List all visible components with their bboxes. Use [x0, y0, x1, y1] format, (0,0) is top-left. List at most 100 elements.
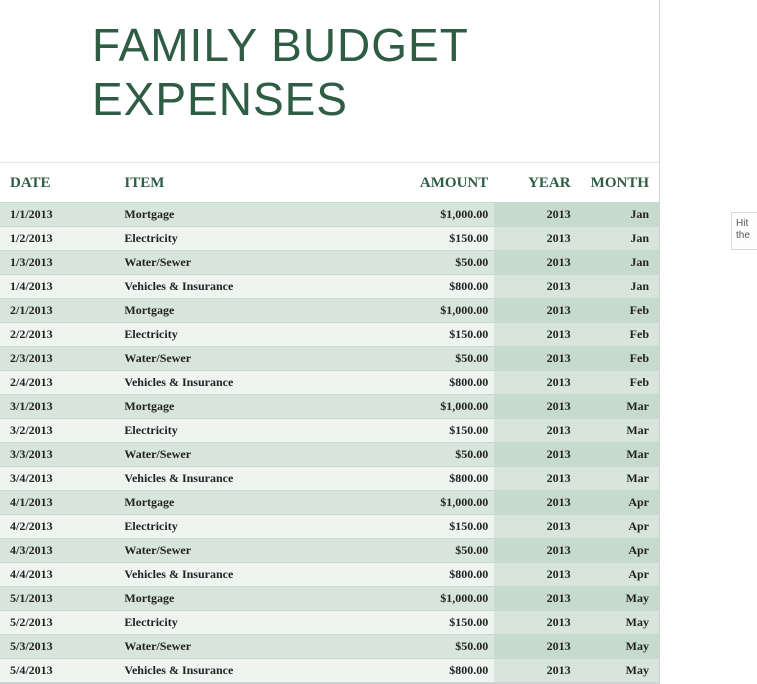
cell-amount: $50.00 — [396, 251, 494, 275]
cell-item: Vehicles & Insurance — [118, 563, 396, 587]
cell-item: Water/Sewer — [118, 347, 396, 371]
cell-amount: $800.00 — [396, 659, 494, 683]
cell-item: Electricity — [118, 419, 396, 443]
table-row: 4/4/2013Vehicles & Insurance$800.002013A… — [0, 563, 659, 587]
cell-amount: $150.00 — [396, 515, 494, 539]
cell-date: 5/3/2013 — [0, 635, 118, 659]
table-row: 5/3/2013Water/Sewer$50.002013May — [0, 635, 659, 659]
cell-year: 2013 — [494, 491, 576, 515]
cell-date: 4/3/2013 — [0, 539, 118, 563]
cell-date: 2/1/2013 — [0, 299, 118, 323]
cell-year: 2013 — [494, 227, 576, 251]
table-row: 5/1/2013Mortgage$1,000.002013May — [0, 587, 659, 611]
cell-date: 5/2/2013 — [0, 611, 118, 635]
table-header-row: DATE ITEM AMOUNT YEAR MONTH — [0, 163, 659, 203]
cell-year: 2013 — [494, 611, 576, 635]
cell-amount: $1,000.00 — [396, 395, 494, 419]
cell-month: Jan — [577, 251, 659, 275]
cell-date: 3/1/2013 — [0, 395, 118, 419]
table-row: 4/2/2013Electricity$150.002013Apr — [0, 515, 659, 539]
cell-amount: $1,000.00 — [396, 299, 494, 323]
side-hint-line1: Hit — [736, 218, 755, 230]
cell-item: Water/Sewer — [118, 251, 396, 275]
cell-month: May — [577, 635, 659, 659]
cell-date: 1/4/2013 — [0, 275, 118, 299]
cell-year: 2013 — [494, 347, 576, 371]
col-header-year: YEAR — [494, 163, 576, 203]
cell-item: Mortgage — [118, 395, 396, 419]
cell-year: 2013 — [494, 443, 576, 467]
table-row: 3/2/2013Electricity$150.002013Mar — [0, 419, 659, 443]
cell-year: 2013 — [494, 563, 576, 587]
cell-date: 2/3/2013 — [0, 347, 118, 371]
cell-month: Mar — [577, 419, 659, 443]
cell-amount: $800.00 — [396, 467, 494, 491]
cell-amount: $1,000.00 — [396, 491, 494, 515]
cell-month: May — [577, 659, 659, 683]
cell-item: Mortgage — [118, 491, 396, 515]
cell-amount: $1,000.00 — [396, 203, 494, 227]
cell-year: 2013 — [494, 659, 576, 683]
cell-month: Jan — [577, 203, 659, 227]
table-row: 5/2/2013Electricity$150.002013May — [0, 611, 659, 635]
table-row: 2/3/2013Water/Sewer$50.002013Feb — [0, 347, 659, 371]
table-row: 1/2/2013Electricity$150.002013Jan — [0, 227, 659, 251]
cell-month: Mar — [577, 443, 659, 467]
cell-month: Jan — [577, 227, 659, 251]
cell-year: 2013 — [494, 395, 576, 419]
table-row: 3/3/2013Water/Sewer$50.002013Mar — [0, 443, 659, 467]
cell-item: Electricity — [118, 515, 396, 539]
table-row: 2/4/2013Vehicles & Insurance$800.002013F… — [0, 371, 659, 395]
table-row: 3/4/2013Vehicles & Insurance$800.002013M… — [0, 467, 659, 491]
cell-item: Mortgage — [118, 203, 396, 227]
cell-item: Electricity — [118, 611, 396, 635]
cell-year: 2013 — [494, 275, 576, 299]
cell-month: Apr — [577, 563, 659, 587]
cell-amount: $50.00 — [396, 347, 494, 371]
cell-year: 2013 — [494, 203, 576, 227]
cell-item: Electricity — [118, 323, 396, 347]
cell-item: Mortgage — [118, 299, 396, 323]
col-header-item: ITEM — [118, 163, 396, 203]
cell-month: Mar — [577, 467, 659, 491]
cell-amount: $150.00 — [396, 227, 494, 251]
cell-year: 2013 — [494, 635, 576, 659]
cell-month: Mar — [577, 395, 659, 419]
cell-month: Apr — [577, 515, 659, 539]
cell-amount: $50.00 — [396, 635, 494, 659]
cell-date: 1/1/2013 — [0, 203, 118, 227]
table-row: 3/1/2013Mortgage$1,000.002013Mar — [0, 395, 659, 419]
cell-month: May — [577, 587, 659, 611]
cell-date: 4/4/2013 — [0, 563, 118, 587]
table-row: 4/1/2013Mortgage$1,000.002013Apr — [0, 491, 659, 515]
cell-amount: $800.00 — [396, 563, 494, 587]
cell-year: 2013 — [494, 587, 576, 611]
table-row: 1/3/2013Water/Sewer$50.002013Jan — [0, 251, 659, 275]
expenses-table: DATE ITEM AMOUNT YEAR MONTH 1/1/2013Mort… — [0, 163, 659, 683]
cell-date: 3/4/2013 — [0, 467, 118, 491]
cell-year: 2013 — [494, 539, 576, 563]
cell-amount: $150.00 — [396, 323, 494, 347]
cell-amount: $150.00 — [396, 611, 494, 635]
cell-month: Jan — [577, 275, 659, 299]
cell-date: 2/4/2013 — [0, 371, 118, 395]
side-hint-tab[interactable]: Hit the — [731, 212, 757, 250]
cell-item: Vehicles & Insurance — [118, 371, 396, 395]
col-header-amount: AMOUNT — [396, 163, 494, 203]
table-row: 5/4/2013Vehicles & Insurance$800.002013M… — [0, 659, 659, 683]
cell-month: Feb — [577, 371, 659, 395]
cell-date: 1/2/2013 — [0, 227, 118, 251]
cell-year: 2013 — [494, 299, 576, 323]
cell-year: 2013 — [494, 419, 576, 443]
table-row: 2/2/2013Electricity$150.002013Feb — [0, 323, 659, 347]
cell-item: Vehicles & Insurance — [118, 659, 396, 683]
cell-month: May — [577, 611, 659, 635]
cell-date: 5/1/2013 — [0, 587, 118, 611]
cell-year: 2013 — [494, 323, 576, 347]
table-body: 1/1/2013Mortgage$1,000.002013Jan1/2/2013… — [0, 203, 659, 683]
table-row: 2/1/2013Mortgage$1,000.002013Feb — [0, 299, 659, 323]
cell-amount: $50.00 — [396, 443, 494, 467]
cell-date: 5/4/2013 — [0, 659, 118, 683]
cell-date: 3/3/2013 — [0, 443, 118, 467]
cell-amount: $1,000.00 — [396, 587, 494, 611]
